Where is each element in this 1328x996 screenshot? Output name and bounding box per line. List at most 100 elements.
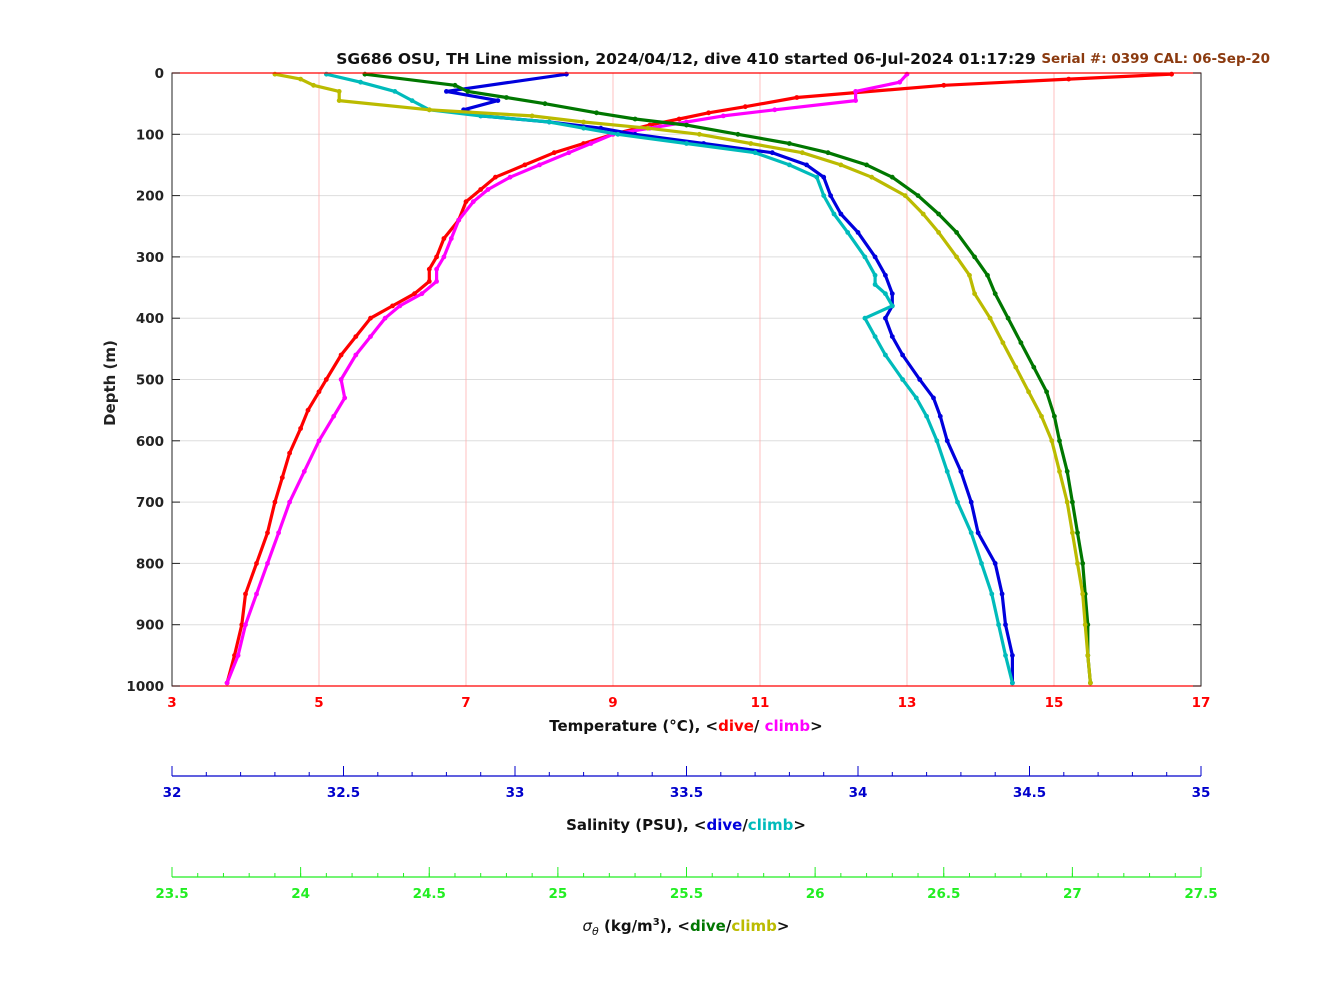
data-point	[426, 279, 432, 284]
data-point	[944, 469, 950, 474]
series-line	[363, 72, 1093, 685]
salinity-tick-label: 32	[163, 785, 182, 801]
data-point	[1057, 469, 1062, 474]
data-point	[787, 141, 792, 146]
data-point	[883, 352, 888, 358]
data-point	[298, 426, 303, 431]
sigma-tick-label: 27.5	[1184, 886, 1217, 902]
y-tick-label: 600	[136, 434, 164, 450]
data-point	[551, 150, 557, 156]
data-point	[485, 187, 491, 192]
sigma-label-unit-end: ), <	[660, 917, 690, 935]
data-point	[1064, 469, 1070, 474]
data-point	[992, 291, 998, 297]
temperature-tick-label: 3	[167, 695, 176, 711]
data-point	[1052, 413, 1057, 419]
data-point	[900, 352, 905, 358]
data-point	[967, 272, 972, 278]
series-salinity-climb	[324, 71, 1015, 686]
temperature-tick-label: 7	[461, 695, 470, 711]
y-axis-label: Depth (m)	[101, 340, 119, 426]
data-point	[1003, 622, 1008, 628]
data-point	[434, 254, 439, 260]
data-point	[426, 266, 432, 272]
data-point	[1049, 438, 1055, 444]
data-point	[504, 95, 509, 100]
data-point	[1064, 499, 1070, 505]
data-point	[1080, 591, 1086, 597]
data-point	[1044, 389, 1049, 395]
data-point	[799, 150, 805, 156]
series-line	[273, 72, 1093, 685]
data-point	[855, 230, 861, 235]
data-point	[864, 162, 869, 168]
data-point	[463, 199, 469, 205]
data-point	[720, 113, 726, 119]
temperature-tick-label: 13	[898, 695, 917, 711]
data-point	[566, 150, 572, 156]
data-point	[989, 591, 995, 597]
data-point	[265, 530, 270, 536]
data-point	[342, 395, 348, 401]
data-point	[522, 162, 528, 168]
data-point	[276, 530, 281, 536]
data-point	[772, 107, 778, 113]
data-point	[862, 315, 868, 321]
data-point	[243, 622, 248, 628]
sigma-label-dive: dive	[690, 917, 726, 935]
data-point	[465, 89, 471, 94]
data-point	[456, 217, 462, 223]
calibration-label: Serial #: 0399 CAL: 06-Sep-20	[1041, 51, 1270, 67]
data-point	[588, 141, 594, 146]
data-point	[1005, 315, 1011, 321]
sigma-tick-label: 25	[548, 886, 567, 902]
temperature-label-end: >	[810, 717, 823, 735]
data-point	[353, 334, 359, 339]
data-point	[316, 438, 322, 444]
data-point	[954, 230, 959, 235]
data-point	[368, 334, 373, 339]
data-point	[787, 162, 792, 168]
sigma-label-sep: /	[726, 917, 732, 935]
data-point	[853, 89, 858, 94]
data-point	[1066, 76, 1072, 82]
y-tick-label: 0	[155, 66, 164, 82]
data-point	[434, 279, 439, 284]
data-point	[889, 174, 895, 180]
data-point	[838, 211, 844, 217]
series-temperature-climb	[224, 71, 910, 686]
data-point	[897, 79, 903, 85]
data-point	[828, 193, 833, 199]
data-point	[944, 438, 950, 444]
data-point	[845, 230, 851, 235]
data-point	[889, 334, 895, 339]
data-point	[853, 98, 858, 103]
sigma-tick-label: 26.5	[927, 886, 960, 902]
sigma-tick-label: 24	[291, 886, 310, 902]
data-point	[954, 254, 959, 260]
temperature-label-climb: climb	[765, 717, 811, 735]
data-point	[883, 315, 888, 321]
salinity-axis-label: Salinity (PSU), <dive/climb>	[566, 816, 806, 834]
sigma-label-sym: σ	[583, 917, 593, 935]
data-point	[412, 291, 417, 297]
data-point	[735, 131, 741, 137]
y-tick-label: 500	[136, 373, 164, 389]
data-point	[872, 282, 878, 287]
data-point	[706, 110, 711, 116]
sigma-tick-label: 26	[806, 886, 825, 902]
data-point	[975, 530, 981, 536]
salinity-label-climb: climb	[748, 816, 794, 834]
data-point	[434, 266, 439, 272]
data-point	[493, 174, 498, 180]
data-point	[872, 254, 878, 260]
chart-title: SG686 OSU, TH Line mission, 2024/04/12, …	[336, 50, 1036, 68]
temperature-tick-label: 11	[751, 695, 770, 711]
data-point	[1031, 364, 1037, 370]
data-point	[883, 291, 888, 297]
data-point	[478, 187, 484, 192]
data-point	[298, 76, 303, 82]
data-point	[287, 450, 292, 456]
data-point	[323, 377, 329, 382]
salinity-tick-label: 35	[1192, 785, 1211, 801]
